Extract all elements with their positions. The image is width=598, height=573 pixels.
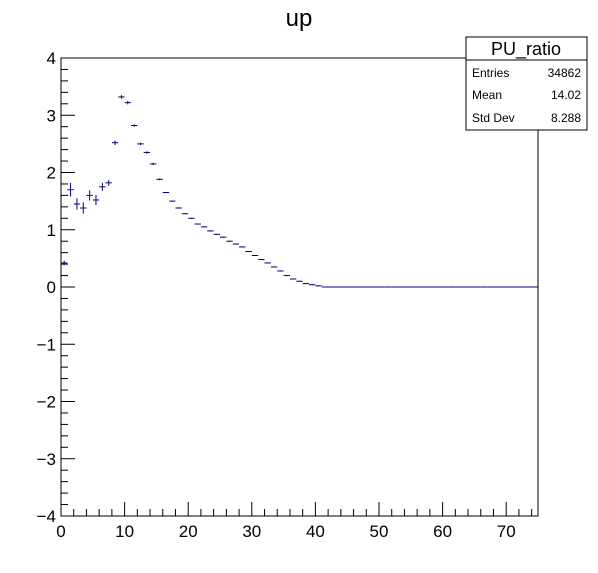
data-point bbox=[143, 151, 151, 154]
x-tick-label: 20 bbox=[179, 522, 198, 541]
data-point bbox=[283, 274, 290, 277]
x-tick-label: 50 bbox=[370, 522, 389, 541]
x-tick-label: 70 bbox=[497, 522, 516, 541]
data-point bbox=[73, 198, 81, 210]
data-point bbox=[169, 200, 176, 202]
stats-mean-value: 14.02 bbox=[551, 88, 581, 102]
x-tick-label: 0 bbox=[56, 522, 65, 541]
y-tick-label: −3 bbox=[37, 450, 56, 469]
data-point bbox=[130, 124, 138, 127]
y-tick-label: 1 bbox=[47, 221, 56, 240]
chart-title: up bbox=[286, 5, 313, 32]
y-tick-label: 0 bbox=[47, 278, 56, 297]
data-point bbox=[80, 202, 87, 214]
data-point bbox=[92, 194, 100, 206]
stats-mean-label: Mean bbox=[472, 88, 502, 102]
data-point bbox=[194, 223, 201, 225]
x-tick-label: 60 bbox=[433, 522, 452, 541]
data-point bbox=[111, 140, 119, 146]
data-point bbox=[239, 246, 246, 248]
stats-stddev-value: 8.288 bbox=[551, 111, 581, 125]
data-point bbox=[232, 243, 240, 245]
y-tick-label: −2 bbox=[37, 393, 56, 412]
stats-stddev-label: Std Dev bbox=[472, 111, 515, 125]
stats-box-name: PU_ratio bbox=[491, 39, 561, 60]
stats-box-frame bbox=[465, 36, 588, 131]
data-point bbox=[137, 142, 144, 146]
data-point bbox=[296, 280, 303, 282]
x-tick-label: 40 bbox=[306, 522, 325, 541]
data-point bbox=[156, 178, 163, 181]
stats-entries-label: Entries bbox=[472, 66, 509, 80]
y-tick-label: −1 bbox=[37, 335, 56, 354]
x-tick-label: 10 bbox=[115, 522, 134, 541]
data-point bbox=[99, 182, 106, 191]
data-point bbox=[251, 254, 259, 257]
data-point bbox=[200, 226, 208, 228]
stats-entries-value: 34862 bbox=[548, 66, 582, 80]
axes: 0 10 20 30 40 50 60 70 −4 −3 −2 −1 0 1 2 3 4 bbox=[37, 49, 539, 541]
data-point bbox=[162, 191, 170, 194]
stats-box: PU_ratio Entries 34862 Mean 14.02 Std De… bbox=[465, 36, 588, 131]
data-point bbox=[220, 236, 227, 238]
data-point bbox=[105, 179, 112, 186]
data-point bbox=[277, 270, 284, 272]
x-tick-label: 30 bbox=[242, 522, 261, 541]
data-point bbox=[302, 282, 310, 285]
data-point bbox=[264, 262, 271, 264]
data-point bbox=[150, 162, 157, 166]
data-point bbox=[245, 250, 252, 253]
data-marks bbox=[61, 95, 538, 288]
data-point bbox=[270, 266, 278, 268]
data-point bbox=[188, 217, 195, 219]
data-point bbox=[86, 190, 93, 201]
data-point bbox=[309, 284, 316, 286]
data-point bbox=[124, 100, 131, 105]
data-point bbox=[258, 258, 265, 261]
data-point bbox=[213, 233, 220, 235]
y-tick-label: 4 bbox=[47, 49, 56, 68]
data-point bbox=[67, 182, 74, 197]
data-point bbox=[175, 207, 182, 209]
data-point bbox=[181, 213, 189, 215]
y-tick-label: 2 bbox=[47, 164, 56, 183]
y-tick-label: −4 bbox=[37, 507, 56, 526]
data-point bbox=[118, 95, 125, 99]
data-point bbox=[289, 278, 297, 280]
data-point bbox=[61, 260, 68, 266]
data-point bbox=[226, 240, 233, 242]
data-point bbox=[207, 230, 214, 232]
data-point bbox=[315, 285, 322, 287]
y-tick-label: 3 bbox=[47, 106, 56, 125]
